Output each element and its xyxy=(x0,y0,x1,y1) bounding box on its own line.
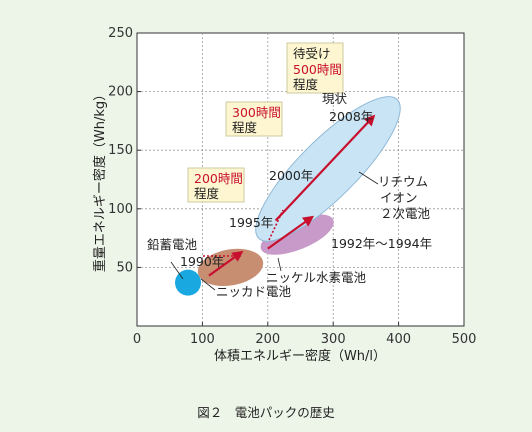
y-tick-label-3: 200 xyxy=(108,85,133,100)
x-tick-label-3: 300 xyxy=(321,332,346,347)
box-500h-line0: 待受け xyxy=(293,46,331,61)
dotted-link-2 xyxy=(268,209,284,241)
label-li-2: イオン xyxy=(380,190,418,205)
x-axis-title: 体積エネルギー密度（Wh/l） xyxy=(214,348,386,364)
y-tick-label-4: 250 xyxy=(108,26,133,41)
label-2008: 2008年 xyxy=(329,109,373,124)
label-li-3: ２次電池 xyxy=(380,206,431,221)
box-500h-line2: 程度 xyxy=(293,77,319,92)
region-3 xyxy=(255,96,401,242)
y-tick-label-1: 100 xyxy=(108,202,133,217)
trend-arrow-1 xyxy=(267,215,315,250)
label-li-1: リチウム xyxy=(378,174,428,189)
label-1990: 1990年 xyxy=(180,254,224,269)
box-500h: 待受け 500時間 程度 xyxy=(286,42,344,94)
box-500h-line1: 500時間 xyxy=(293,62,342,77)
box-300h-line1: 300時間 xyxy=(232,105,281,120)
label-2000: 2000年 xyxy=(269,168,313,183)
box-300h: 300時間 程度 xyxy=(225,101,283,137)
box-200h-line1: 200時間 xyxy=(194,171,243,186)
label-current: 現状 xyxy=(322,91,348,106)
box-200h-line2: 程度 xyxy=(194,186,220,201)
region-2 xyxy=(260,214,334,255)
label-1995: 1995年 xyxy=(229,215,273,230)
leader-nicd xyxy=(200,278,216,291)
leader-li xyxy=(358,171,379,185)
label-lead: 鉛蓄電池 xyxy=(147,237,198,252)
trend-arrow-2 xyxy=(274,114,376,222)
x-tick-label-4: 400 xyxy=(386,332,411,347)
leader-lead xyxy=(170,261,184,280)
x-tick-label-2: 200 xyxy=(255,332,280,347)
region-1 xyxy=(197,248,264,287)
x-tick-label-1: 100 xyxy=(190,332,215,347)
y-tick-label-2: 150 xyxy=(108,143,133,158)
y-axis-title: 重量エネルギー密度（Wh/kg） xyxy=(92,88,108,272)
ticks: 0 100 200 300 400 500 50 100 150 200 250 xyxy=(108,26,476,347)
label-1992-1994: 1992年～1994年 xyxy=(331,236,432,251)
y-tick-label-0: 50 xyxy=(116,260,133,275)
figure-caption: 図２ 電池パックの歴史 xyxy=(197,405,335,420)
region-0 xyxy=(175,269,202,296)
box-200h: 200時間 程度 xyxy=(187,167,245,203)
leader-nimh xyxy=(277,257,282,272)
x-tick-label-0: 0 xyxy=(133,332,141,347)
label-nimh: ニッケル水素電池 xyxy=(266,270,367,285)
label-nicd: ニッカド電池 xyxy=(216,284,292,299)
x-tick-label-5: 500 xyxy=(452,332,477,347)
box-300h-line2: 程度 xyxy=(232,120,258,135)
regions xyxy=(175,96,401,296)
